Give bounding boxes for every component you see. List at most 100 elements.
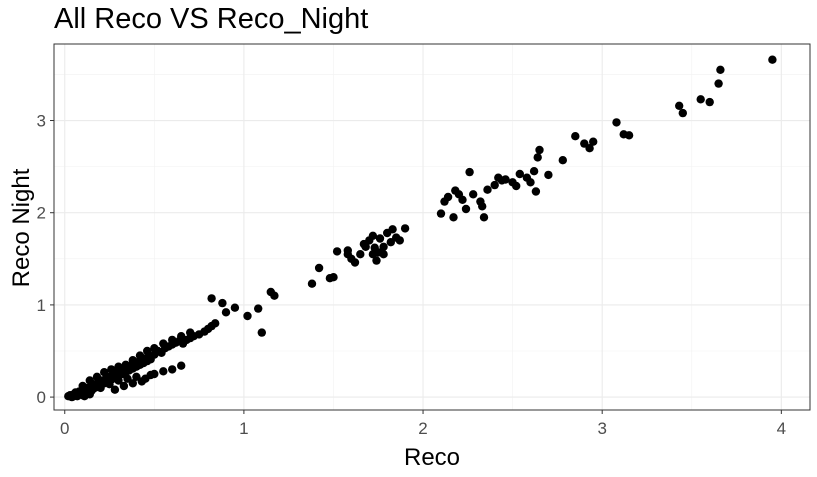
y-tick-label: 0 bbox=[37, 388, 46, 407]
data-point bbox=[372, 256, 381, 265]
data-point bbox=[107, 365, 116, 374]
grid-lines bbox=[54, 44, 810, 410]
data-point bbox=[589, 137, 598, 146]
data-point bbox=[533, 153, 542, 162]
data-point bbox=[465, 167, 474, 177]
data-point bbox=[458, 195, 467, 204]
data-point bbox=[150, 344, 159, 353]
data-point bbox=[469, 190, 478, 199]
data-point bbox=[218, 298, 227, 308]
data-point bbox=[257, 328, 266, 337]
data-point bbox=[379, 242, 388, 251]
data-point bbox=[571, 132, 580, 141]
data-point bbox=[501, 175, 510, 184]
data-point bbox=[675, 101, 684, 111]
data-point bbox=[678, 108, 687, 118]
data-point bbox=[177, 361, 186, 370]
data-point bbox=[400, 224, 410, 233]
data-point bbox=[356, 250, 365, 259]
x-tick-label: 4 bbox=[777, 419, 786, 438]
x-axis-title: Reco bbox=[404, 444, 460, 471]
data-point bbox=[361, 242, 370, 251]
data-point bbox=[177, 332, 186, 341]
data-point bbox=[159, 367, 168, 376]
data-point bbox=[535, 145, 544, 155]
data-point bbox=[270, 291, 279, 300]
data-point bbox=[768, 55, 777, 64]
data-point bbox=[350, 258, 360, 267]
data-point bbox=[716, 65, 725, 75]
data-points bbox=[64, 55, 777, 402]
data-point bbox=[612, 118, 621, 127]
data-point bbox=[449, 213, 458, 222]
data-point bbox=[490, 180, 499, 190]
data-point bbox=[100, 368, 109, 377]
data-point bbox=[168, 365, 177, 374]
data-point bbox=[96, 383, 105, 393]
y-tick-label: 1 bbox=[37, 296, 46, 315]
data-point bbox=[379, 250, 388, 259]
data-point bbox=[119, 381, 129, 391]
data-point bbox=[137, 377, 146, 386]
data-point bbox=[512, 181, 521, 191]
data-point bbox=[221, 308, 231, 317]
data-point bbox=[585, 144, 594, 153]
data-point bbox=[526, 178, 535, 187]
data-point bbox=[544, 170, 553, 180]
data-point bbox=[388, 225, 397, 234]
y-tick-label: 2 bbox=[37, 204, 46, 223]
data-point bbox=[558, 156, 567, 165]
data-point bbox=[515, 169, 524, 179]
data-point bbox=[307, 279, 317, 288]
data-point bbox=[705, 97, 714, 107]
data-point bbox=[211, 319, 220, 328]
data-point bbox=[375, 234, 385, 243]
data-point bbox=[254, 304, 263, 313]
data-point bbox=[110, 385, 120, 394]
data-point bbox=[483, 185, 492, 194]
data-point bbox=[128, 379, 137, 388]
data-point bbox=[696, 95, 705, 104]
data-point bbox=[230, 303, 240, 312]
data-point bbox=[314, 263, 324, 273]
data-point bbox=[114, 376, 123, 385]
data-point bbox=[395, 236, 404, 245]
plot-border bbox=[53, 43, 811, 411]
x-tick-label: 3 bbox=[597, 419, 606, 438]
data-point bbox=[143, 346, 152, 356]
y-tick-label: 3 bbox=[37, 112, 46, 131]
data-point bbox=[87, 386, 96, 395]
y-axis-ticks: 0 1 2 3 bbox=[37, 112, 54, 407]
data-point bbox=[443, 192, 453, 202]
data-point bbox=[73, 392, 82, 401]
data-point bbox=[146, 370, 155, 380]
data-point bbox=[186, 328, 195, 337]
data-point bbox=[159, 339, 168, 348]
data-point bbox=[436, 209, 446, 218]
data-point bbox=[529, 167, 539, 176]
data-point bbox=[207, 294, 216, 303]
data-point bbox=[343, 250, 352, 259]
data-point bbox=[114, 362, 123, 371]
data-point bbox=[92, 372, 102, 381]
data-point bbox=[243, 311, 252, 321]
data-point bbox=[478, 202, 487, 211]
data-point bbox=[368, 231, 378, 240]
data-point bbox=[105, 380, 114, 389]
x-tick-label: 0 bbox=[60, 419, 69, 438]
data-point bbox=[168, 335, 177, 345]
data-point bbox=[78, 381, 87, 391]
data-point bbox=[531, 187, 541, 196]
data-point bbox=[624, 131, 634, 140]
plot-background bbox=[54, 44, 810, 410]
data-point bbox=[479, 213, 489, 222]
data-point bbox=[332, 247, 342, 256]
chart-title: All Reco VS Reco_Night bbox=[54, 3, 369, 35]
data-point bbox=[329, 273, 338, 282]
x-tick-label: 2 bbox=[418, 419, 427, 438]
data-point bbox=[121, 360, 130, 369]
x-tick-label: 1 bbox=[239, 419, 248, 438]
data-point bbox=[135, 351, 145, 360]
data-point bbox=[128, 356, 137, 365]
